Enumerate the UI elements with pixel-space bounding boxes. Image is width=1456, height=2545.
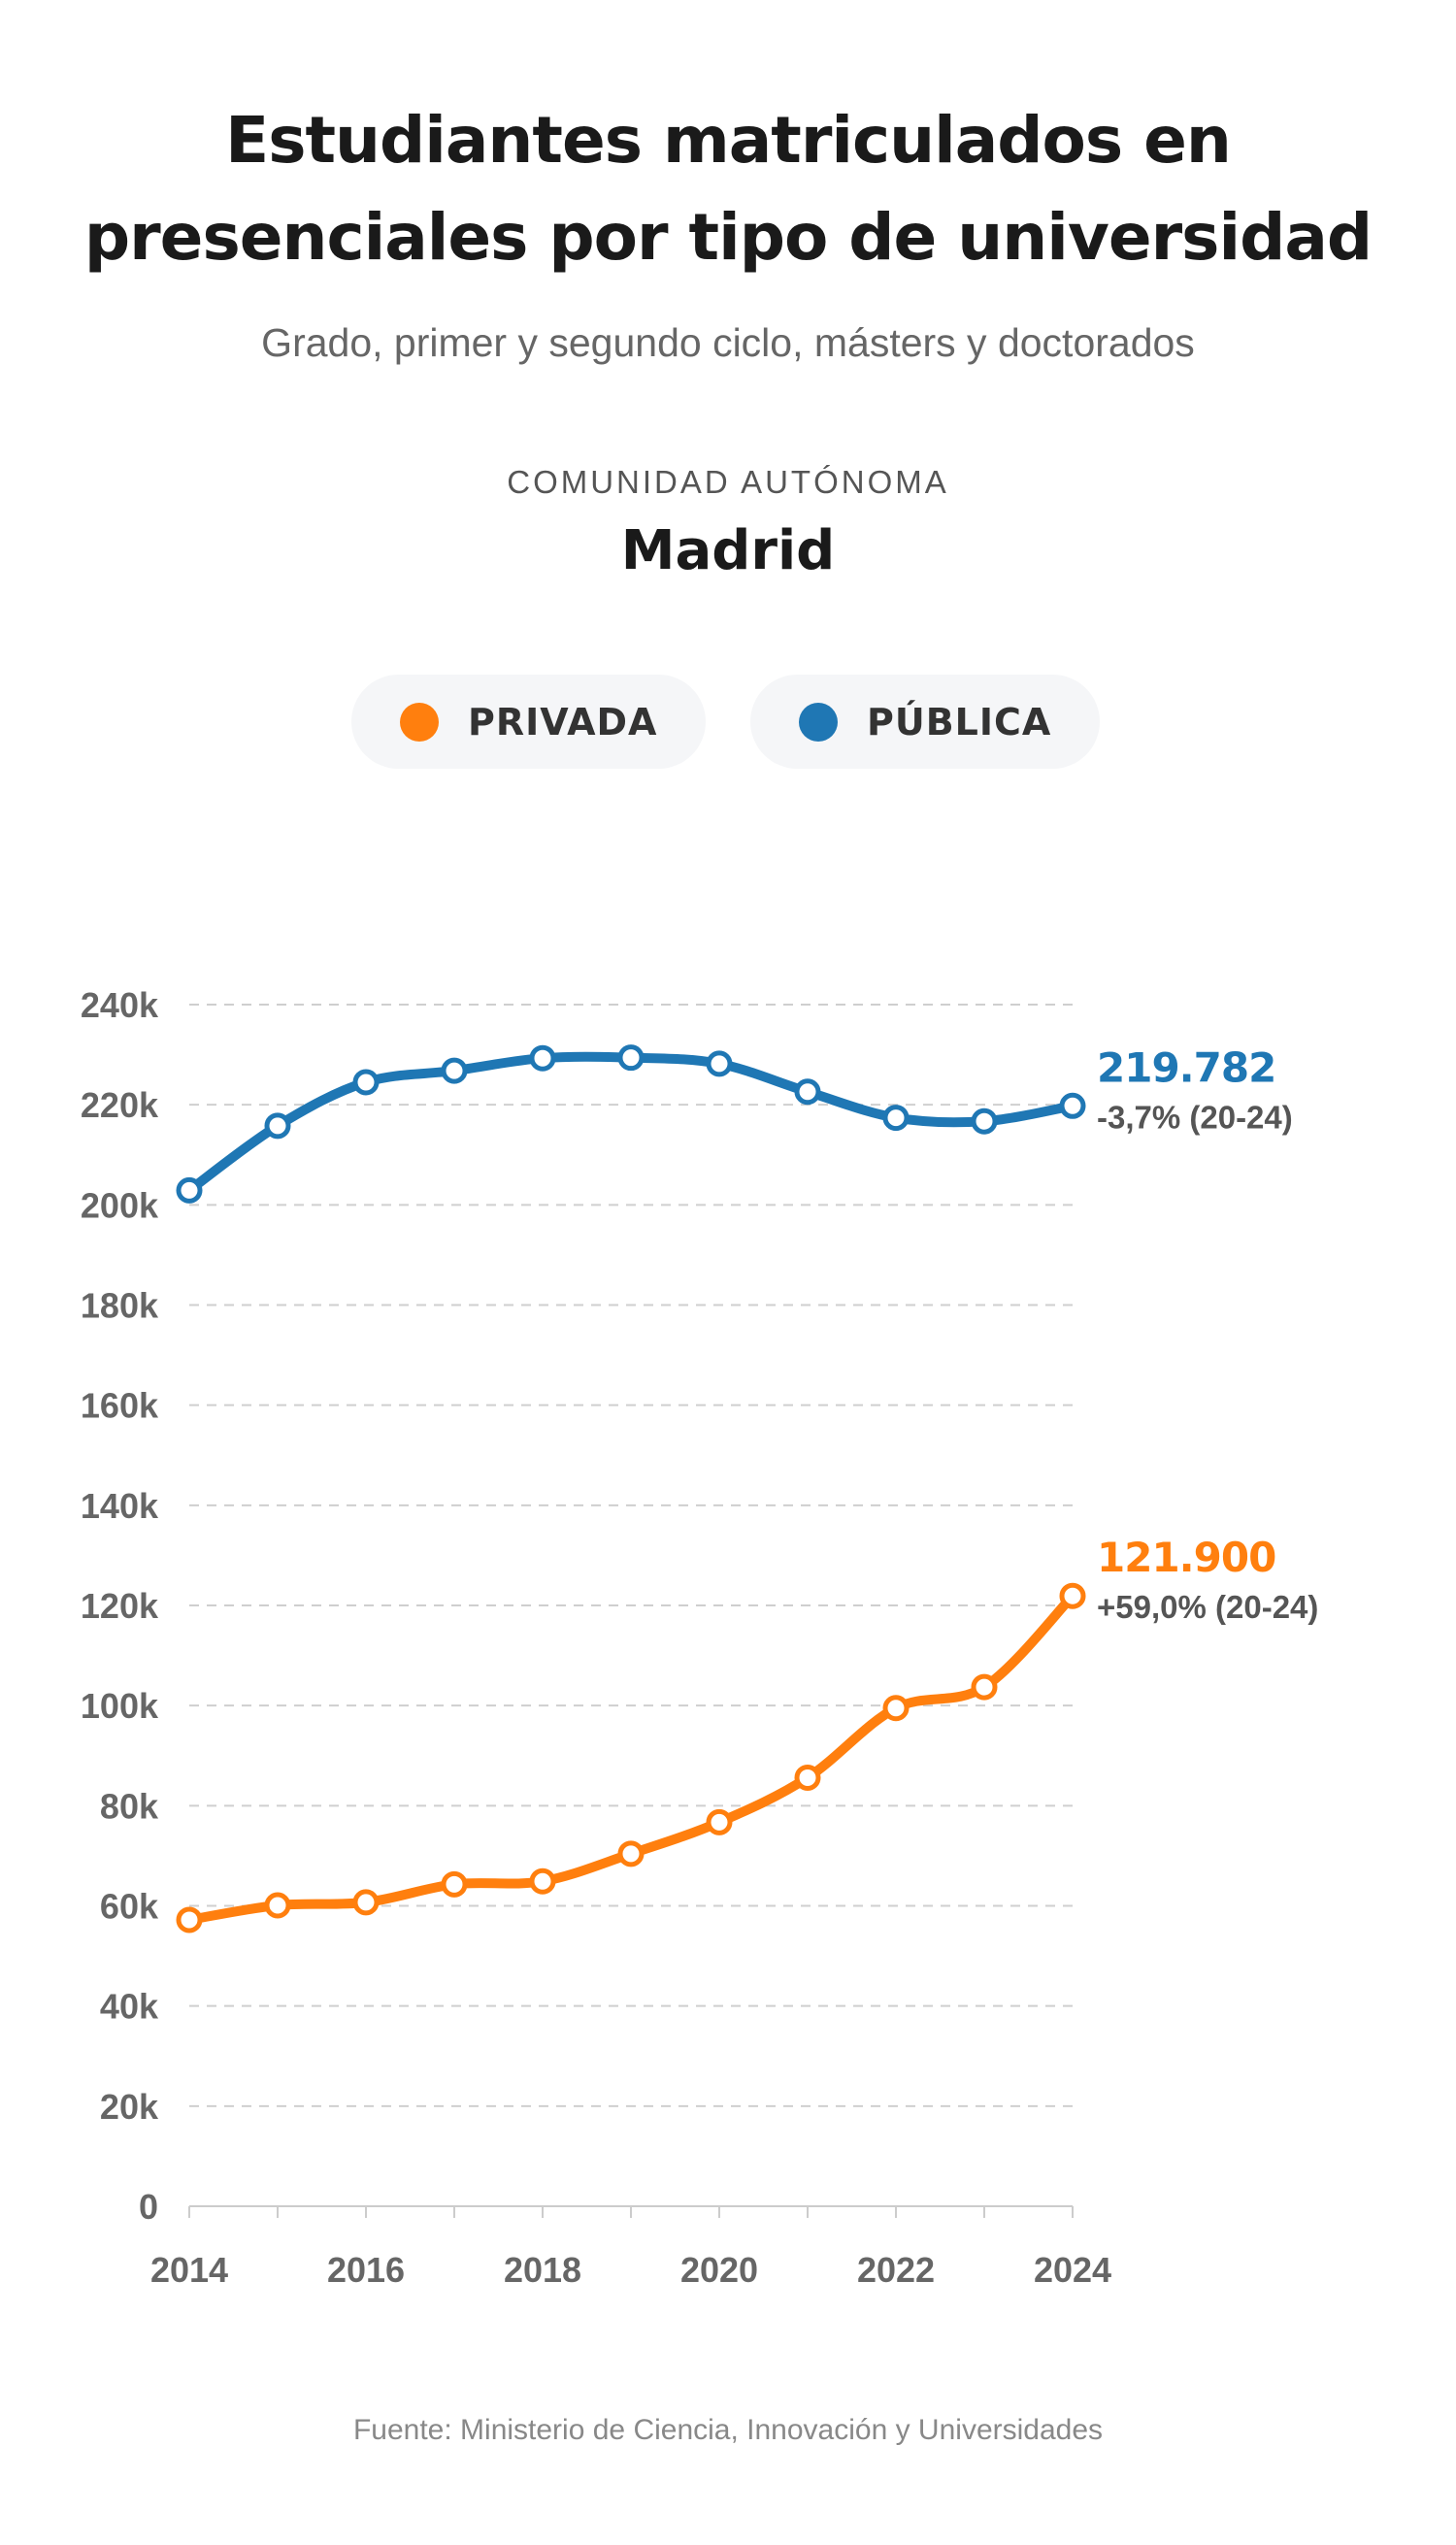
publica-last-value: 219.782: [1097, 1043, 1275, 1091]
legend-label: PÚBLICA: [867, 700, 1052, 744]
y-tick-label: 140k: [81, 1486, 159, 1526]
privada-line: [184, 1591, 1077, 1925]
privada-point: [794, 1764, 821, 1791]
legend-label: PRIVADA: [468, 700, 658, 744]
y-tick-label: 120k: [81, 1586, 159, 1626]
x-tick-label: 2022: [857, 2250, 935, 2290]
privada-last-value: 121.900: [1097, 1534, 1275, 1581]
region-label: COMUNIDAD AUTÓNOMA: [507, 464, 949, 500]
y-tick-label: 220k: [81, 1085, 159, 1125]
x-tick-label: 2024: [1034, 2250, 1111, 2290]
privada-point: [1059, 1582, 1086, 1609]
y-tick-label: 20k: [100, 2087, 159, 2127]
privada-point: [176, 1906, 203, 1934]
privada-dot-icon: [400, 702, 439, 742]
publica-point: [794, 1078, 821, 1106]
publica-point: [529, 1044, 556, 1072]
publica-point: [176, 1176, 203, 1204]
y-tick-label: 240k: [81, 985, 159, 1025]
chart-subtitle: Grado, primer y segundo ciclo, másters y…: [261, 320, 1195, 365]
privada-point: [706, 1808, 733, 1835]
publica-dot-icon: [799, 702, 838, 742]
y-tick-label: 180k: [81, 1286, 159, 1326]
privada-point: [441, 1870, 468, 1898]
privada-point: [882, 1695, 910, 1722]
x-tick-label: 2016: [327, 2250, 405, 2290]
y-tick-label: 160k: [81, 1386, 159, 1426]
privada-point: [264, 1892, 291, 1919]
privada-point: [617, 1840, 645, 1867]
y-tick-label: 80k: [100, 1786, 159, 1826]
privada-point: [971, 1673, 998, 1701]
publica-point: [441, 1057, 468, 1084]
title-line-2: presenciales por tipo de universidad: [83, 200, 1373, 275]
publica-point: [882, 1105, 910, 1132]
legend-item-privada[interactable]: PRIVADA: [351, 675, 706, 769]
publica-change-label: -3,7% (20-24): [1097, 1099, 1293, 1135]
x-tick-label: 2014: [150, 2250, 228, 2290]
publica-point: [706, 1050, 733, 1077]
y-tick-label: 60k: [100, 1887, 159, 1927]
y-tick-label: 200k: [81, 1185, 159, 1225]
publica-point: [264, 1112, 291, 1140]
privada-point: [352, 1889, 380, 1916]
x-tick-label: 2020: [680, 2250, 758, 2290]
title-line-1: Estudiantes matriculados en: [225, 103, 1232, 178]
y-tick-label: 40k: [100, 1987, 159, 2027]
privada-point: [529, 1867, 556, 1895]
legend-item-publica[interactable]: PÚBLICA: [750, 675, 1100, 769]
y-tick-label: 0: [139, 2187, 158, 2227]
privada-change-label: +59,0% (20-24): [1097, 1589, 1318, 1625]
publica-point: [971, 1107, 998, 1135]
publica-point: [617, 1044, 645, 1072]
y-tick-label: 100k: [81, 1686, 159, 1726]
chart-title: Estudiantes matriculados en presenciales…: [0, 92, 1456, 286]
publica-point: [1059, 1092, 1086, 1119]
source-note: Fuente: Ministerio de Ciencia, Innovació…: [352, 2414, 1104, 2446]
publica-point: [352, 1069, 380, 1096]
publica-line: [184, 1051, 1077, 1196]
x-tick-label: 2018: [504, 2250, 581, 2290]
region-name: Madrid: [620, 519, 836, 582]
